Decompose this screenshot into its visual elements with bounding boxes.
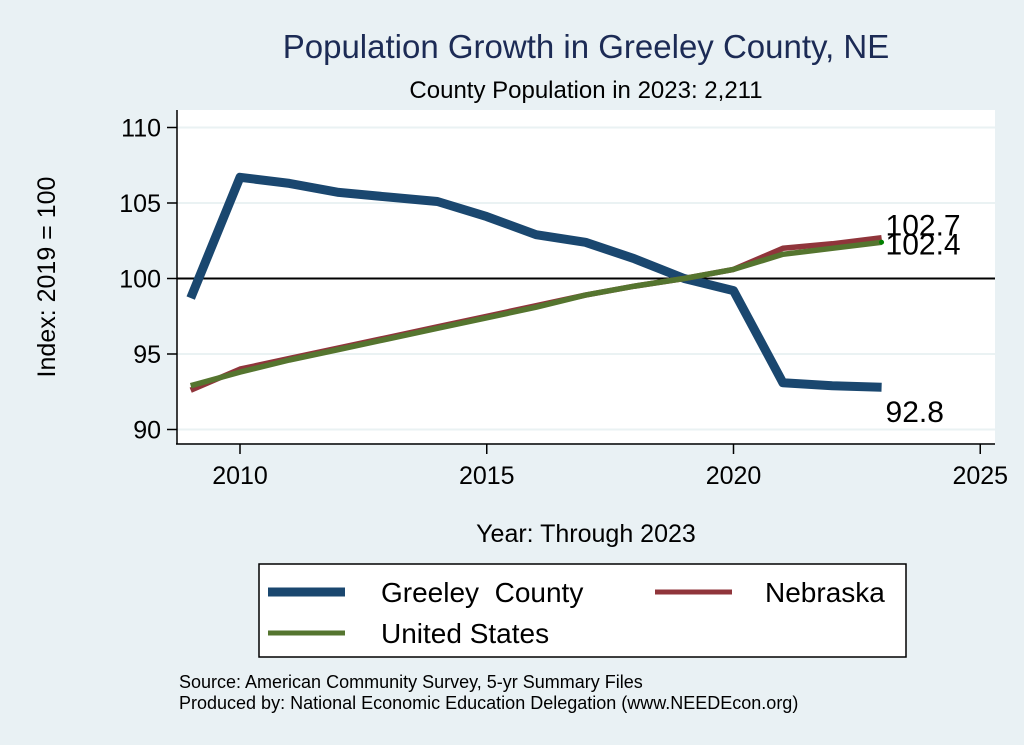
y-tick-label: 100 [119, 266, 161, 294]
legend-label-greeley: Greeley County [381, 577, 583, 608]
y-axis-ticks: 90 95 100 105 110 [119, 115, 177, 445]
y-axis-title: Index: 2019 = 100 [33, 177, 61, 378]
x-tick-label: 2010 [212, 462, 268, 490]
end-label-nebraska: 102.7 [886, 210, 961, 243]
source-note: Source: American Community Survey, 5-yr … [179, 672, 643, 692]
legend-label-us: United States [381, 618, 549, 649]
produced-by-note: Produced by: National Economic Education… [179, 693, 798, 713]
series-endpoint-marker [879, 239, 885, 245]
x-tick-label: 2025 [952, 462, 1008, 490]
chart-title: Population Growth in Greeley County, NE [283, 28, 890, 65]
x-axis-ticks: 2010 2015 2020 2025 [212, 444, 1008, 490]
series-lines [186, 172, 885, 393]
end-label-greeley: 92.8 [886, 396, 944, 429]
y-tick-label: 110 [121, 115, 161, 143]
end-label-us: 102.4 [886, 228, 961, 261]
y-tick-label: 105 [119, 190, 161, 218]
x-axis-title: Year: Through 2023 [476, 520, 696, 548]
series-line-greeley [186, 172, 882, 392]
x-tick-label: 2020 [706, 462, 762, 490]
series-line-us [189, 239, 882, 389]
legend-label-nebraska: Nebraska [765, 577, 885, 608]
x-tick-label: 2015 [459, 462, 515, 490]
legend-box [258, 563, 907, 658]
y-tick-label: 95 [133, 341, 161, 369]
plot-area [177, 110, 995, 443]
chart-subtitle: County Population in 2023: 2,211 [409, 77, 762, 104]
y-tick-label: 90 [133, 417, 161, 445]
